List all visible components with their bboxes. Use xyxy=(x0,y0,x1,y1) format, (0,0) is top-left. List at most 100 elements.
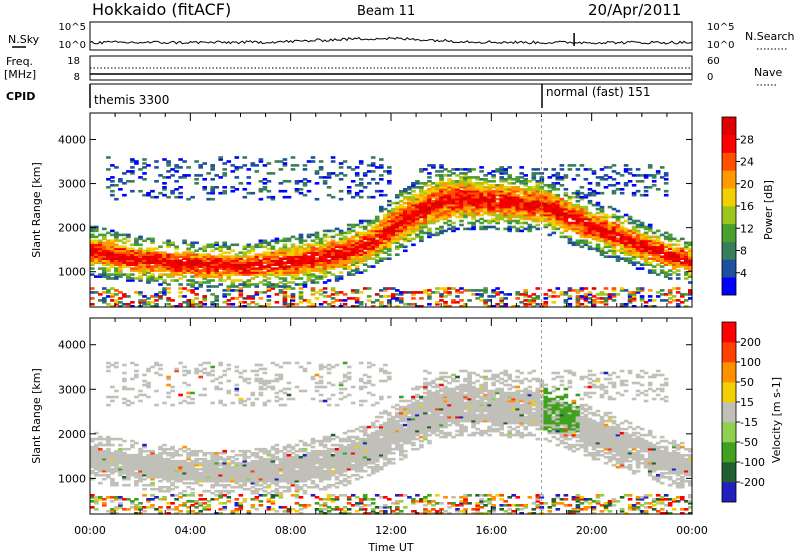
data-cell xyxy=(239,484,244,487)
data-cell xyxy=(656,295,661,298)
data-cell xyxy=(568,168,573,171)
data-cell xyxy=(170,502,175,505)
data-cell xyxy=(443,295,448,298)
data-cell xyxy=(495,202,500,205)
colorbar-tick-label: 20 xyxy=(740,178,754,191)
data-cell xyxy=(491,295,496,298)
data-cell xyxy=(371,265,376,268)
data-cell xyxy=(178,504,183,507)
data-cell xyxy=(299,283,304,286)
data-cell xyxy=(676,299,681,302)
data-cell xyxy=(170,452,175,455)
data-cell xyxy=(239,398,244,401)
data-cell xyxy=(592,295,597,298)
data-cell xyxy=(628,172,633,175)
data-cell xyxy=(379,257,384,260)
data-cell xyxy=(247,462,252,465)
data-cell xyxy=(648,257,653,260)
data-cell xyxy=(94,291,99,294)
data-cell xyxy=(540,176,545,179)
data-cell xyxy=(367,295,372,298)
y-tick-label: 2000 xyxy=(58,222,86,235)
data-cell xyxy=(94,240,99,243)
data-cell xyxy=(632,261,637,264)
data-cell xyxy=(267,386,272,389)
data-cell xyxy=(130,362,135,365)
data-cell xyxy=(106,156,111,159)
data-cell xyxy=(327,242,332,245)
data-cell xyxy=(552,182,557,185)
data-cell xyxy=(375,293,380,296)
data-cell xyxy=(150,273,155,276)
data-cell xyxy=(239,376,244,379)
data-cell xyxy=(596,176,601,179)
data-cell xyxy=(495,198,500,201)
data-cell xyxy=(339,299,344,302)
data-cell xyxy=(243,281,248,284)
data-cell xyxy=(206,192,211,195)
data-cell xyxy=(202,303,207,306)
data-cell xyxy=(222,502,227,505)
data-cell xyxy=(150,190,155,193)
data-cell xyxy=(343,232,348,235)
data-cell xyxy=(190,196,195,199)
data-cell xyxy=(399,297,404,300)
data-cell xyxy=(259,448,264,451)
data-cell xyxy=(668,297,673,300)
data-cell xyxy=(222,293,227,296)
data-cell xyxy=(279,168,284,171)
data-cell xyxy=(142,194,147,197)
data-cell xyxy=(347,190,352,193)
data-cell xyxy=(218,462,223,465)
data-cell xyxy=(263,388,268,391)
data-cell xyxy=(106,168,111,171)
data-cell xyxy=(94,275,99,278)
data-cell xyxy=(263,380,268,383)
data-cell xyxy=(218,484,223,487)
data-cell xyxy=(158,480,163,483)
data-cell xyxy=(572,196,577,199)
data-cell xyxy=(90,287,95,290)
data-cell xyxy=(347,224,352,227)
data-cell xyxy=(178,253,183,256)
data-cell xyxy=(142,494,147,497)
data-cell xyxy=(178,303,183,306)
data-cell xyxy=(660,299,665,302)
data-cell xyxy=(399,291,404,294)
data-cell xyxy=(375,240,380,243)
data-cell xyxy=(114,396,119,399)
data-cell xyxy=(194,458,199,461)
data-cell xyxy=(592,299,597,302)
data-cell xyxy=(222,172,227,175)
data-cell xyxy=(174,450,179,453)
data-cell xyxy=(640,174,645,177)
data-cell xyxy=(427,293,432,296)
data-cell xyxy=(239,166,244,169)
data-cell xyxy=(130,158,135,161)
data-cell xyxy=(455,289,460,292)
data-cell xyxy=(186,396,191,399)
data-cell xyxy=(303,240,308,243)
data-cell xyxy=(548,234,553,237)
data-cell xyxy=(303,299,308,302)
data-cell xyxy=(247,176,252,179)
data-cell xyxy=(231,250,236,253)
data-cell xyxy=(247,255,252,258)
data-cell xyxy=(680,301,685,304)
data-cell xyxy=(499,297,504,300)
data-cell xyxy=(387,287,392,290)
data-cell xyxy=(455,216,460,219)
data-cell xyxy=(507,166,512,169)
data-cell xyxy=(339,230,344,233)
data-cell xyxy=(407,238,412,241)
data-cell xyxy=(138,394,143,397)
data-cell xyxy=(612,184,617,187)
data-cell xyxy=(130,440,135,443)
data-cell xyxy=(231,466,236,469)
data-cell xyxy=(106,303,111,306)
data-cell xyxy=(170,494,175,497)
data-cell xyxy=(664,244,669,247)
data-cell xyxy=(628,216,633,219)
data-cell xyxy=(198,458,203,461)
